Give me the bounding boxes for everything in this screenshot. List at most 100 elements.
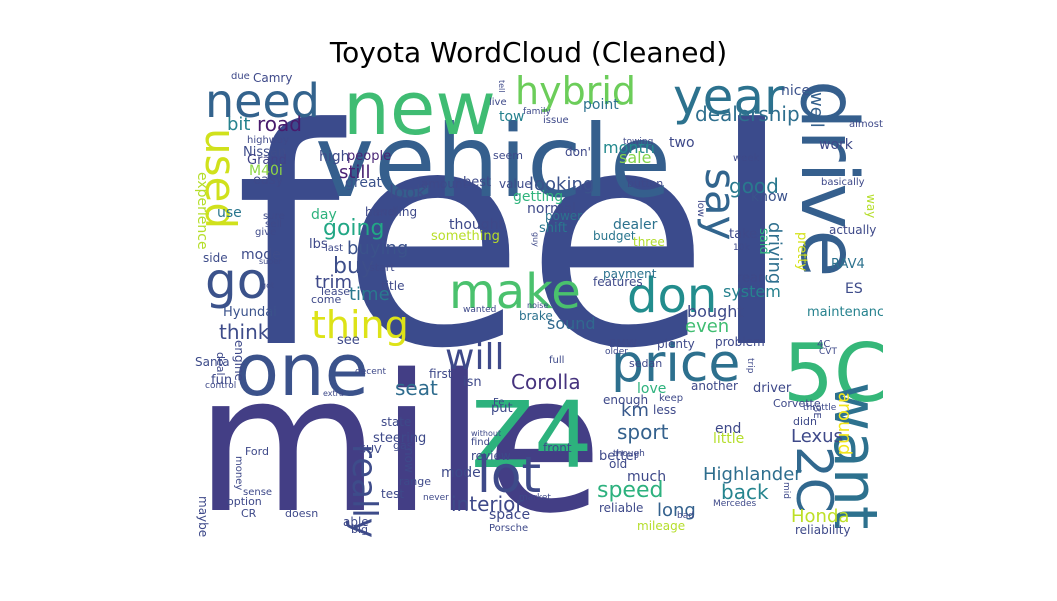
word-said: said — [756, 228, 771, 255]
word-one: one — [235, 328, 369, 412]
word-never: never — [423, 493, 449, 503]
word-lexus: Lexus — [791, 426, 843, 447]
word-due: due — [231, 72, 250, 82]
word-bit: bit — [227, 114, 251, 135]
word-older: older — [605, 347, 628, 357]
word-sport: sport — [617, 420, 669, 444]
word-decent: decent — [355, 367, 386, 377]
word-look: look — [389, 182, 427, 203]
word-month: month — [603, 138, 655, 157]
word-trip: trip — [745, 358, 755, 374]
word-find: find — [471, 437, 490, 448]
word-m40i: M40i — [249, 163, 283, 179]
word-market: market — [519, 493, 551, 503]
word-reliability: reliability — [795, 523, 851, 537]
word-5c: 5C — [783, 327, 883, 420]
word-sound: sound — [547, 314, 596, 333]
word-sure: sure — [263, 211, 285, 222]
word-highlander: Highlander — [703, 464, 802, 485]
word-extra: extra — [323, 389, 344, 398]
word-santa: Santa — [195, 355, 230, 369]
word-year: year — [673, 72, 785, 126]
word-another: another — [691, 379, 738, 393]
word-though: though — [613, 449, 645, 459]
word-need: need — [205, 74, 320, 128]
word-suv: SUV — [359, 443, 382, 456]
word-cloud: feel mile vehicle new one Z4 drive 5C need year pr… — [195, 72, 883, 538]
word-sense: sense — [243, 487, 273, 498]
word-see: see — [337, 333, 360, 348]
word-bmw: BMW — [609, 337, 637, 350]
word-hybrid: hybrid — [515, 72, 636, 113]
word-review: review — [471, 449, 511, 463]
word-now: now — [402, 448, 416, 473]
word-isn: isn — [463, 375, 482, 390]
word-make: make — [449, 264, 581, 320]
word-mile: mile — [195, 334, 603, 539]
word-rear: rear — [737, 271, 764, 286]
word-back: back — [721, 480, 769, 504]
word-first: first — [429, 367, 453, 381]
word-long: long — [657, 500, 696, 521]
word-guy: guy — [531, 232, 540, 247]
word-love: love — [637, 381, 667, 397]
word-vehicle: vehicle — [315, 103, 672, 220]
word-cr: CR — [241, 507, 257, 520]
word-doesn: doesn — [285, 507, 319, 520]
word-gas: gas — [393, 439, 413, 452]
word-old: old — [609, 457, 628, 471]
word-maybe: maybe — [196, 496, 210, 538]
word-mid: mid — [781, 482, 791, 499]
word-noise: noise — [527, 301, 549, 310]
word-basically: basically — [821, 177, 865, 188]
word-corvette: Corvette — [773, 397, 821, 410]
word-reliable: reliable — [599, 501, 644, 515]
word-tell: tell — [497, 80, 506, 93]
word-three: three — [633, 235, 665, 249]
word-mode: mode — [241, 247, 281, 263]
word-space: space — [489, 507, 531, 523]
word-rav4: RAV4 — [831, 257, 865, 272]
word-got: got — [261, 281, 275, 290]
word-sell: sell — [265, 219, 282, 230]
word-time: time — [349, 284, 390, 305]
word-give: give — [255, 227, 277, 238]
word-option: option — [227, 495, 262, 508]
word-almost: almost — [849, 119, 883, 130]
word-didn: didn — [793, 415, 817, 428]
word-thing: thing — [311, 303, 409, 347]
word-side: side — [203, 251, 228, 265]
word-title: title — [381, 279, 405, 293]
word-low: low — [695, 200, 706, 218]
word-sedan: sedan — [629, 357, 663, 370]
word-little: little — [713, 431, 745, 447]
word-experience: experience — [195, 172, 210, 250]
word-camry: Camry — [253, 72, 293, 85]
word-think: think — [219, 320, 270, 344]
word-fe: Fe — [493, 397, 505, 408]
word-thought: thought — [449, 217, 505, 233]
word-family: family — [523, 107, 551, 117]
word-end: end — [715, 421, 742, 437]
word-4c: 4C — [817, 339, 831, 350]
word-two: two — [669, 135, 695, 151]
word-trim: trim — [315, 272, 352, 293]
word-lease: lease — [321, 285, 351, 298]
word-es: ES — [845, 281, 863, 297]
word-deal: deal — [214, 352, 227, 376]
word-less: less — [653, 403, 677, 417]
word-use: use — [217, 205, 242, 221]
word-grand: Grand — [247, 153, 287, 168]
word-without: without — [471, 429, 502, 438]
word-ford: Ford — [245, 445, 269, 458]
word-maintenance: maintenance — [807, 305, 883, 320]
word-actually: actually — [829, 223, 877, 237]
word-dealership: dealership — [695, 102, 800, 126]
word-mileage: mileage — [637, 519, 686, 533]
word-best: best — [463, 175, 492, 190]
word-z4: Z4 — [471, 382, 593, 489]
word-issue: issue — [543, 115, 569, 126]
word-steering: steering — [373, 431, 427, 446]
word-nissan: Nissan — [243, 145, 287, 160]
word-great: great — [345, 175, 383, 191]
